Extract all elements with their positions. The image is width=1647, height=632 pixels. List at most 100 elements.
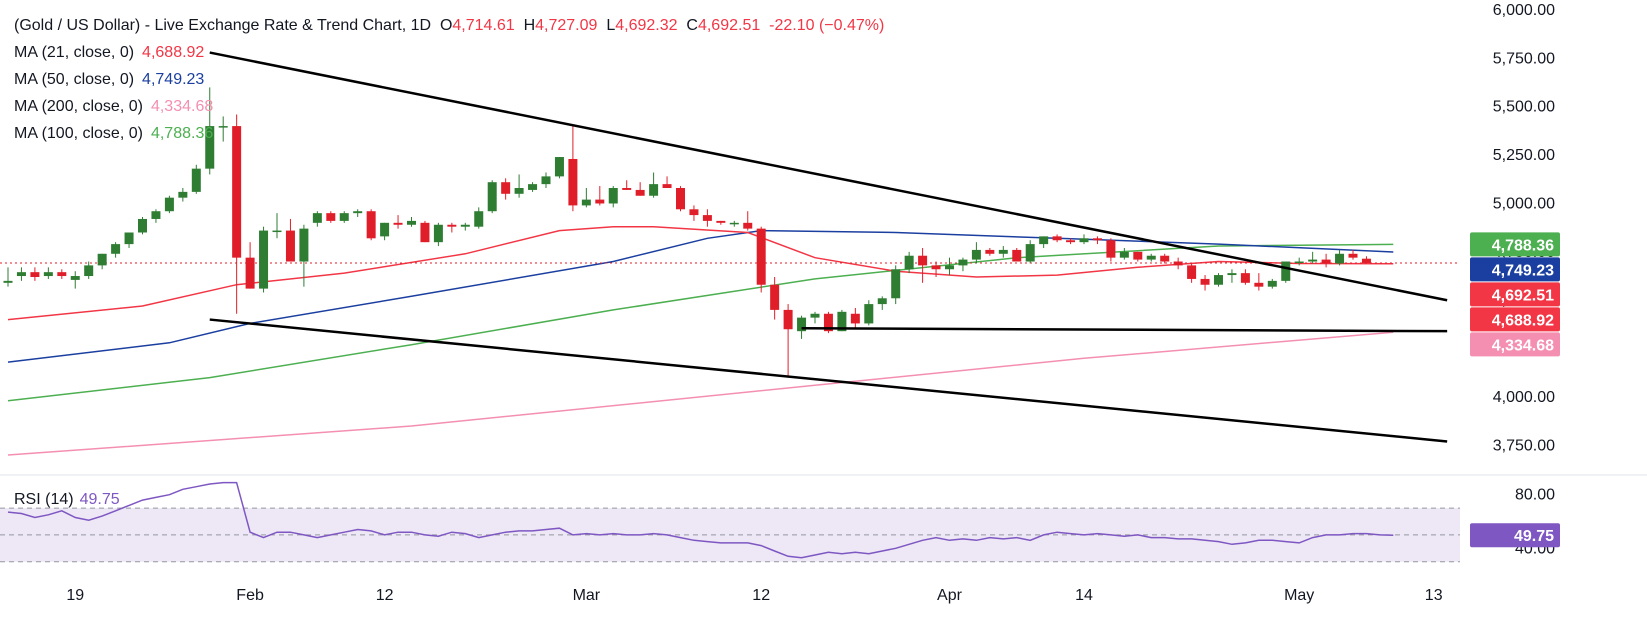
candle bbox=[877, 296, 887, 310]
candle bbox=[70, 271, 80, 289]
indicator-label: MA (21, close, 0) bbox=[14, 44, 135, 61]
candle bbox=[608, 186, 618, 208]
x-tick-label: Apr bbox=[937, 587, 963, 604]
indicator-label: MA (200, close, 0) bbox=[14, 98, 143, 115]
candle bbox=[568, 126, 578, 212]
candle-body bbox=[676, 188, 685, 210]
ohlc-header: (Gold / US Dollar) - Live Exchange Rate … bbox=[14, 12, 884, 39]
candle bbox=[918, 247, 928, 283]
candle-body bbox=[702, 215, 712, 221]
candle-body bbox=[97, 253, 107, 266]
x-tick-label: 12 bbox=[376, 587, 394, 604]
candle-body bbox=[1012, 249, 1022, 262]
candle-body bbox=[850, 313, 860, 324]
candle-body bbox=[729, 222, 739, 225]
indicator-value: 4,688.92 bbox=[142, 44, 205, 61]
y-tick-label: 6,000.00 bbox=[1493, 2, 1555, 19]
candle bbox=[689, 205, 699, 221]
chart-title: (Gold / US Dollar) - Live Exchange Rate … bbox=[14, 17, 432, 34]
candle-body bbox=[635, 189, 645, 196]
candle-body bbox=[1025, 244, 1035, 262]
candle-body bbox=[407, 220, 416, 225]
price-label-box bbox=[1470, 257, 1560, 282]
price-label-box bbox=[1470, 332, 1560, 357]
candle bbox=[447, 222, 457, 233]
candle-body bbox=[138, 218, 147, 233]
candle bbox=[823, 311, 833, 334]
change-value: -22.10 (−0.47%) bbox=[769, 17, 885, 34]
candle bbox=[676, 186, 685, 212]
candle bbox=[971, 242, 981, 264]
candle bbox=[245, 242, 255, 289]
candle-body bbox=[985, 249, 995, 254]
candle bbox=[783, 304, 793, 378]
candle-body bbox=[998, 249, 1008, 254]
candle bbox=[1308, 251, 1318, 264]
low-label: L bbox=[606, 17, 616, 34]
candle-body bbox=[1240, 273, 1250, 283]
candle-body bbox=[487, 182, 497, 212]
candle bbox=[460, 222, 470, 231]
candle-body bbox=[124, 232, 134, 245]
candle bbox=[1227, 269, 1237, 283]
candle-body bbox=[299, 228, 309, 262]
price-label-box bbox=[1470, 282, 1560, 307]
candle bbox=[931, 261, 941, 277]
candle-body bbox=[837, 311, 847, 332]
candle-body bbox=[3, 280, 13, 283]
candle-body bbox=[958, 259, 968, 266]
ma21-line bbox=[7, 225, 1394, 321]
candle bbox=[353, 209, 363, 218]
candle bbox=[770, 277, 780, 320]
price-label: 4,749.23 bbox=[1470, 257, 1560, 282]
candle bbox=[662, 176, 672, 188]
candle-body bbox=[84, 265, 94, 277]
candle-body bbox=[1281, 261, 1291, 281]
candle bbox=[433, 222, 443, 247]
candle-body bbox=[1092, 238, 1102, 241]
indicator-ma100[interactable]: MA (100, close, 0) 4,788.36 bbox=[14, 120, 884, 147]
candle bbox=[1321, 253, 1331, 268]
candle-body bbox=[433, 224, 443, 243]
candle-body bbox=[756, 228, 766, 285]
candle-body bbox=[43, 272, 53, 277]
candle-body bbox=[447, 224, 457, 227]
candle bbox=[1240, 269, 1250, 285]
candle-body bbox=[823, 313, 833, 332]
candle-body bbox=[1106, 240, 1116, 258]
candle bbox=[1079, 234, 1089, 245]
candle bbox=[1119, 247, 1129, 260]
candle bbox=[218, 116, 228, 142]
candle-body bbox=[366, 211, 376, 239]
candle bbox=[622, 180, 632, 190]
candle-body bbox=[1294, 261, 1304, 264]
candle bbox=[1160, 253, 1170, 264]
candle-body bbox=[514, 188, 524, 194]
candle-body bbox=[1321, 259, 1331, 264]
indicator-label: MA (100, close, 0) bbox=[14, 125, 143, 142]
indicator-value: 4,788.36 bbox=[150, 125, 214, 142]
indicator-ma21[interactable]: MA (21, close, 0) 4,688.92 bbox=[14, 39, 884, 66]
candle-body bbox=[1052, 236, 1062, 241]
rsi-legend[interactable]: RSI (14) 49.75 bbox=[14, 491, 120, 509]
indicator-ma200[interactable]: MA (200, close, 0) 4,334.68 bbox=[14, 93, 884, 120]
open-label: O bbox=[439, 17, 453, 34]
candle-body bbox=[1254, 282, 1264, 287]
candle-body bbox=[1133, 251, 1143, 260]
candle bbox=[649, 172, 659, 198]
candle-body bbox=[1267, 280, 1277, 287]
candle-body bbox=[568, 158, 578, 206]
rsi-label-box bbox=[1470, 523, 1560, 548]
candle-body bbox=[1160, 255, 1170, 262]
candle-body bbox=[232, 126, 242, 258]
x-tick-label: 19 bbox=[66, 587, 84, 604]
candle bbox=[528, 182, 538, 192]
trendline bbox=[801, 327, 1448, 333]
candle bbox=[97, 253, 107, 270]
candle bbox=[164, 195, 174, 214]
indicator-ma50[interactable]: MA (50, close, 0) 4,749.23 bbox=[14, 66, 884, 93]
candle bbox=[339, 211, 349, 223]
candle bbox=[1066, 238, 1076, 245]
candle-body bbox=[218, 126, 228, 128]
candle-body bbox=[164, 197, 174, 212]
